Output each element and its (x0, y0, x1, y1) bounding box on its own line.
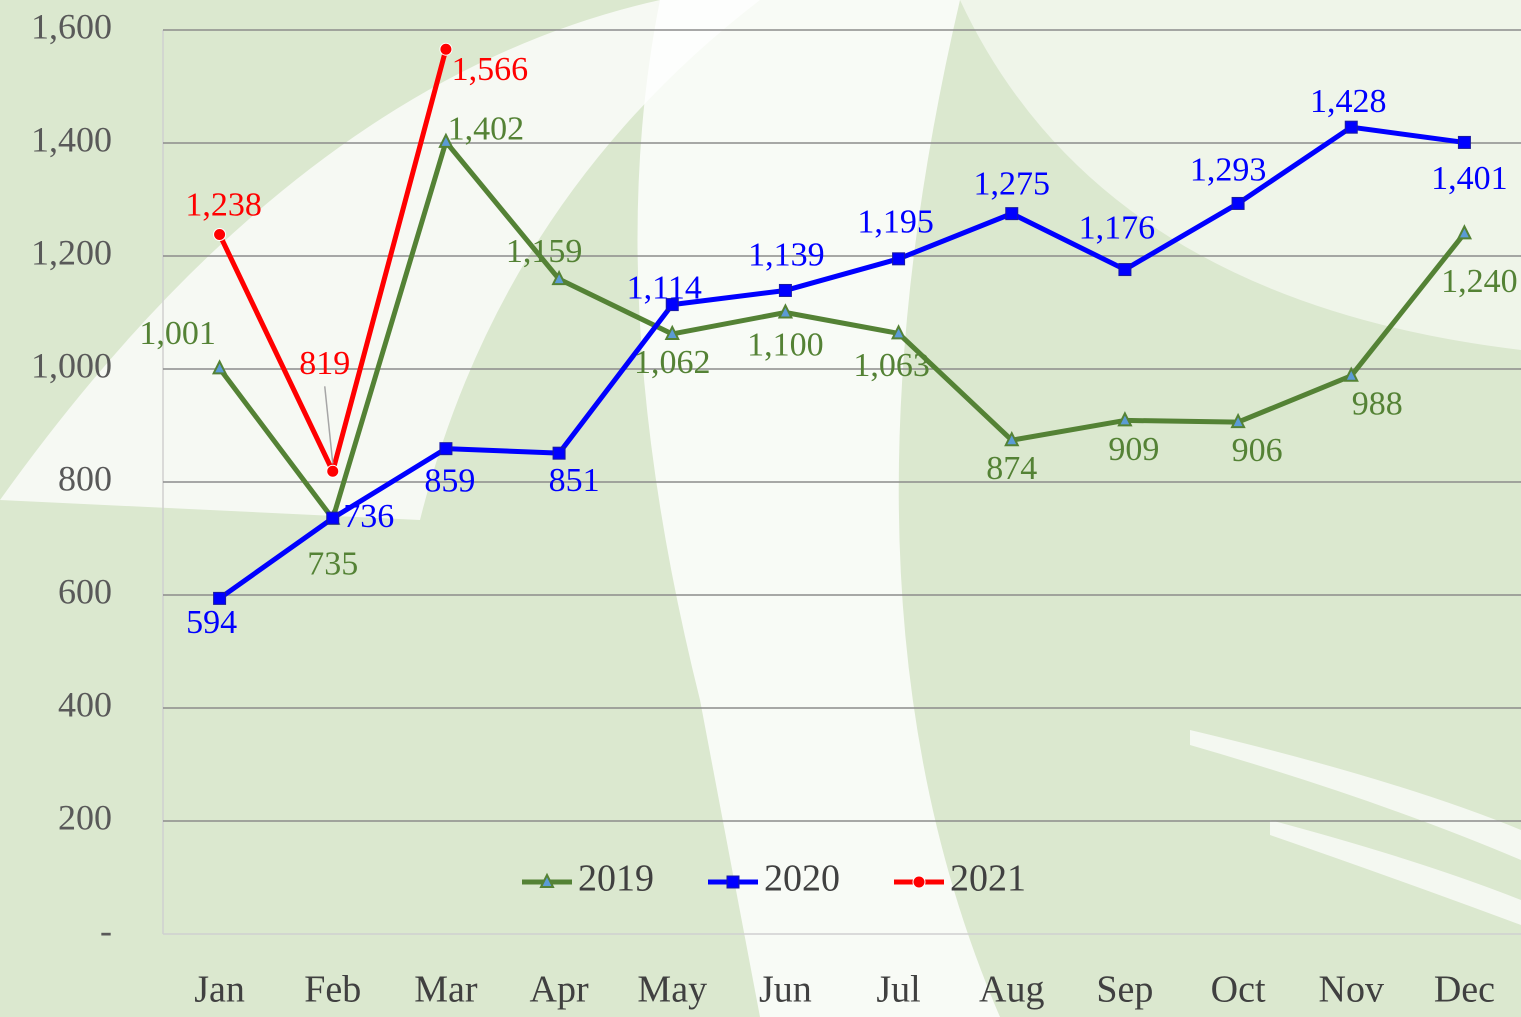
legend: 2019 2020 2021 (522, 858, 1026, 900)
data-label: 1,159 (506, 233, 583, 270)
data-label: 735 (307, 546, 358, 583)
data-label: 1,114 (627, 269, 702, 306)
y-tick-label: 1,200 (31, 232, 112, 272)
x-tick-label: Apr (530, 969, 589, 1011)
data-label: 819 (299, 345, 350, 382)
y-tick-label: 1,400 (31, 119, 112, 159)
y-tick-label: 1,000 (31, 345, 112, 385)
x-tick-label: Jan (194, 969, 245, 1011)
data-label: 851 (549, 462, 600, 499)
data-label: 1,293 (1190, 151, 1267, 188)
y-tick-label: 800 (58, 458, 112, 498)
x-tick-label: Oct (1211, 969, 1266, 1011)
y-tick-label: 600 (58, 571, 112, 611)
data-label: 874 (986, 450, 1037, 487)
data-label: 594 (186, 604, 237, 641)
data-label: 1,062 (634, 344, 711, 381)
data-label: 736 (343, 498, 394, 535)
data-label: 1,001 (139, 315, 216, 352)
data-label: 1,566 (452, 51, 529, 88)
legend-label: 2019 (578, 858, 654, 900)
data-label: 1,401 (1431, 160, 1508, 197)
x-tick-label: Mar (414, 969, 478, 1011)
marker (440, 43, 452, 55)
chart: - 200 400 600 800 1,000 1,200 1,400 1,600 Jan Feb M… (0, 0, 1521, 1017)
data-label: 1,402 (448, 111, 525, 148)
y-tick-label: 200 (58, 797, 112, 837)
y-tick-label: 400 (58, 684, 112, 724)
marker (440, 443, 452, 455)
marker (1232, 197, 1244, 209)
x-tick-label: Aug (979, 969, 1044, 1011)
marker (327, 465, 339, 477)
data-label: 1,176 (1079, 209, 1156, 246)
data-label: 906 (1232, 432, 1283, 469)
marker (214, 592, 226, 604)
x-tick-label: Feb (304, 969, 361, 1011)
data-label: 1,275 (974, 165, 1051, 202)
x-tick-label: Nov (1319, 969, 1384, 1011)
x-tick-label: Jun (759, 969, 812, 1011)
marker (727, 876, 739, 888)
marker (1458, 136, 1470, 148)
marker (214, 229, 226, 241)
data-label: 1,428 (1310, 83, 1387, 120)
data-label: 1,100 (747, 326, 824, 363)
x-tick-label: May (637, 969, 707, 1011)
page: - 200 400 600 800 1,000 1,200 1,400 1,600 Jan Feb M… (0, 0, 1521, 1017)
x-tick-label: Dec (1434, 969, 1495, 1011)
data-label: 988 (1352, 386, 1403, 423)
data-label: 1,238 (185, 186, 262, 223)
data-label: 1,240 (1441, 263, 1518, 300)
legend-label: 2021 (950, 858, 1026, 900)
data-label: 909 (1108, 431, 1159, 468)
marker (779, 284, 791, 296)
x-tick-label: Jul (876, 969, 920, 1011)
marker (1006, 208, 1018, 220)
marker (327, 512, 339, 524)
marker (1119, 264, 1131, 276)
data-label: 1,063 (853, 347, 930, 384)
legend-label: 2020 (764, 858, 840, 900)
y-tick-label: 1,600 (31, 6, 112, 46)
marker (1345, 121, 1357, 133)
y-tick-label: - (100, 910, 112, 950)
marker (553, 447, 565, 459)
marker (893, 253, 905, 265)
marker (913, 876, 925, 888)
data-label: 859 (424, 462, 475, 499)
x-tick-label: Sep (1096, 969, 1153, 1011)
data-label: 1,195 (857, 204, 934, 241)
data-label: 1,139 (748, 236, 825, 273)
